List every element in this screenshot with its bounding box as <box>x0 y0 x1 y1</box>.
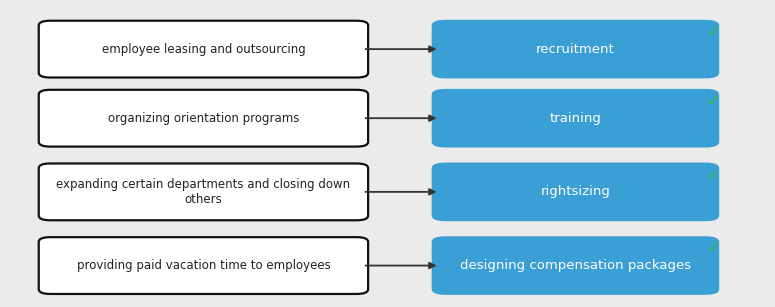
FancyBboxPatch shape <box>39 21 368 78</box>
Text: designing compensation packages: designing compensation packages <box>460 259 691 272</box>
FancyBboxPatch shape <box>39 163 368 220</box>
Text: training: training <box>549 112 601 125</box>
Text: expanding certain departments and closing down
others: expanding certain departments and closin… <box>57 178 350 206</box>
Text: ✓: ✓ <box>707 240 719 255</box>
FancyBboxPatch shape <box>432 20 719 78</box>
Text: providing paid vacation time to employees: providing paid vacation time to employee… <box>77 259 330 272</box>
Text: recruitment: recruitment <box>536 43 615 56</box>
Text: employee leasing and outsourcing: employee leasing and outsourcing <box>102 43 305 56</box>
Text: ✓: ✓ <box>707 93 719 108</box>
Text: organizing orientation programs: organizing orientation programs <box>108 112 299 125</box>
Text: ✓: ✓ <box>707 24 719 39</box>
FancyBboxPatch shape <box>432 236 719 295</box>
Text: ✓: ✓ <box>707 166 719 181</box>
FancyBboxPatch shape <box>432 163 719 221</box>
FancyBboxPatch shape <box>39 237 368 294</box>
FancyBboxPatch shape <box>432 89 719 148</box>
Text: rightsizing: rightsizing <box>540 185 611 198</box>
FancyBboxPatch shape <box>39 90 368 147</box>
